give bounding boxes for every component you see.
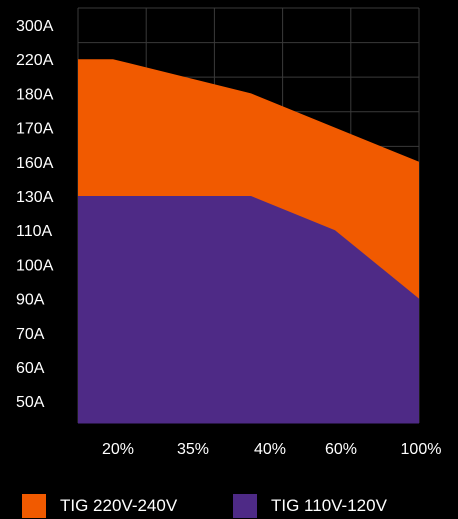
y-tick-label: 90A: [16, 292, 45, 309]
y-tick-label: 130A: [16, 189, 54, 206]
y-tick-label: 70A: [16, 326, 45, 343]
y-tick-label: 300A: [16, 18, 54, 35]
legend-swatch-tig-110: [233, 494, 257, 518]
y-tick-label: 160A: [16, 155, 54, 172]
y-axis-ticks: 300A 220A 180A 170A 160A 130A 110A 100A 90A 70A 60…: [16, 18, 54, 411]
x-tick-label: 100%: [401, 441, 442, 458]
legend-swatch-tig-220: [22, 494, 46, 518]
legend-item-tig-220: TIG 220V-240V: [22, 494, 177, 518]
area-series: [78, 59, 419, 424]
x-tick-label: 35%: [177, 441, 209, 458]
legend: TIG 220V-240V TIG 110V-120V: [0, 494, 458, 519]
x-tick-label: 20%: [102, 441, 134, 458]
area-tig-110: [78, 196, 419, 424]
legend-label-tig-110: TIG 110V-120V: [271, 496, 387, 515]
y-tick-label: 180A: [16, 86, 54, 103]
x-axis-ticks: 20% 35% 40% 60% 100%: [102, 441, 441, 458]
legend-label-tig-220: TIG 220V-240V: [60, 496, 178, 515]
y-tick-label: 220A: [16, 52, 54, 69]
y-tick-label: 50A: [16, 394, 45, 411]
y-tick-label: 60A: [16, 360, 45, 377]
y-tick-label: 100A: [16, 257, 54, 274]
y-tick-label: 110A: [16, 223, 53, 240]
x-tick-label: 40%: [254, 441, 286, 458]
y-tick-label: 170A: [16, 121, 54, 138]
legend-item-tig-110: TIG 110V-120V: [233, 494, 387, 518]
x-tick-label: 60%: [325, 441, 357, 458]
